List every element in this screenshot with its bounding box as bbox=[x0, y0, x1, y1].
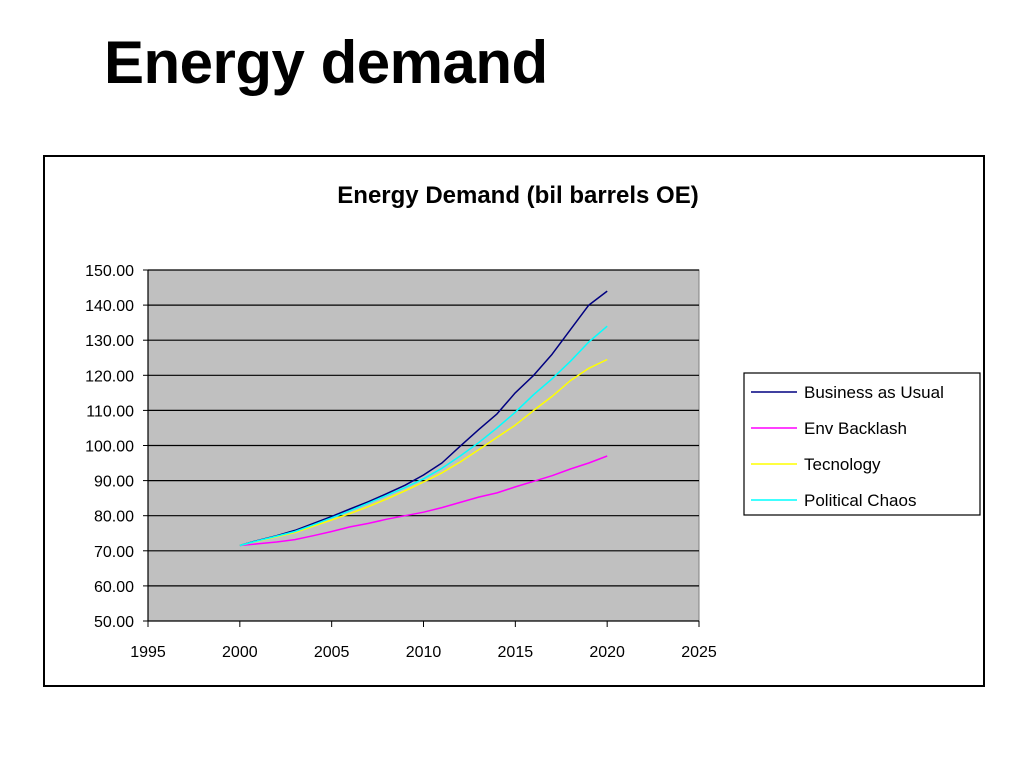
x-tick-label: 2025 bbox=[681, 644, 717, 661]
y-tick-label: 90.00 bbox=[94, 474, 134, 491]
series-lines bbox=[239, 290, 608, 547]
x-tick-label: 1995 bbox=[130, 644, 166, 661]
chart-frame: Energy Demand (bil barrels OE) 50.00 60.0… bbox=[43, 155, 985, 687]
chart-svg: Energy Demand (bil barrels OE) 50.00 60.0… bbox=[85, 182, 981, 661]
y-tick-label: 100.00 bbox=[85, 439, 134, 456]
axes: 50.00 60.00 70.00 80.00 90.00 100.00 110.00 120… bbox=[85, 263, 717, 661]
chart-title: Energy Demand (bil barrels OE) bbox=[337, 182, 698, 209]
series-line-0 bbox=[239, 290, 608, 547]
legend-label: Political Chaos bbox=[804, 491, 916, 510]
y-tick-label: 110.00 bbox=[86, 403, 134, 420]
legend-label: Tecnology bbox=[804, 455, 881, 474]
x-tick-label: 2010 bbox=[406, 644, 442, 661]
y-tick-label: 50.00 bbox=[94, 614, 134, 631]
x-tick-label: 2000 bbox=[222, 644, 258, 661]
series-line-3 bbox=[239, 325, 608, 547]
series-line-1 bbox=[239, 455, 608, 547]
legend-box bbox=[743, 372, 981, 516]
x-tick-label: 2015 bbox=[498, 644, 534, 661]
y-tick-label: 80.00 bbox=[94, 509, 134, 526]
y-tick-label: 130.00 bbox=[85, 333, 134, 350]
slide-title: Energy demand bbox=[104, 29, 548, 96]
x-tick-label: 2020 bbox=[589, 644, 625, 661]
series-line-2 bbox=[239, 358, 608, 547]
y-tick-label: 60.00 bbox=[94, 579, 134, 596]
y-tick-label: 70.00 bbox=[94, 544, 134, 561]
legend: Business as Usual Env Backlash Tecnology Po… bbox=[743, 372, 981, 516]
y-tick-label: 120.00 bbox=[85, 368, 134, 385]
legend-label: Business as Usual bbox=[804, 383, 944, 402]
y-tick-label: 140.00 bbox=[85, 298, 134, 315]
x-tick-label: 2005 bbox=[314, 644, 350, 661]
y-tick-label: 150.00 bbox=[85, 263, 134, 280]
legend-label: Env Backlash bbox=[804, 419, 907, 438]
grid-lines bbox=[148, 269, 699, 587]
